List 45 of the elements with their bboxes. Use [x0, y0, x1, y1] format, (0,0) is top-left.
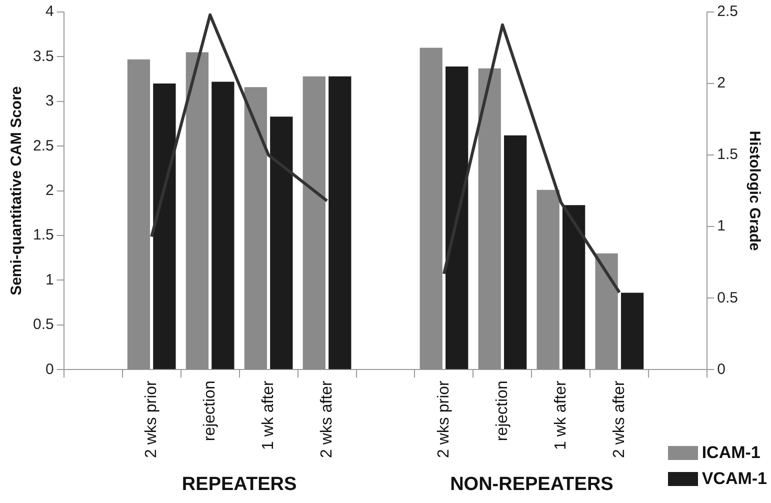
x-tick-label: 2 wks prior: [142, 380, 160, 458]
x-tick-label: 1 wk after: [260, 380, 277, 450]
bar: [478, 68, 501, 370]
y2-tick-label: 2: [717, 74, 726, 92]
x-tick-label: 2 wks after: [610, 380, 628, 458]
bar: [504, 135, 527, 370]
bar: [244, 87, 267, 370]
bar: [595, 253, 618, 370]
y-tick-label: 0.5: [32, 316, 54, 334]
y-axis-title: Semi-quantitative CAM Score: [8, 86, 26, 296]
text: REPEATERS: [182, 474, 297, 496]
bar: [186, 52, 209, 370]
bar: [328, 76, 352, 370]
x-tick-label: 1 wk after: [552, 380, 570, 450]
x-tick-label: 2 wks after: [318, 380, 336, 458]
y2-tick-label: 1: [717, 218, 726, 235]
x-tick-label: rejection: [201, 380, 218, 442]
y2-tick-label: 2.5: [717, 3, 738, 20]
y2-tick-label: 0.5: [717, 289, 738, 306]
x-tick-label: rejection: [494, 380, 511, 442]
y-tick-label: 4: [46, 3, 54, 20]
bar: [153, 84, 176, 370]
x-tick-label: 2 wks prior: [435, 380, 452, 458]
y-tick-label: 2: [46, 182, 54, 199]
y-tick-label: 2.5: [32, 137, 54, 154]
bar: [562, 205, 586, 370]
bar: [127, 59, 150, 370]
legend-label: VCAM-1: [702, 469, 767, 489]
y-tick-label: 0: [46, 360, 54, 378]
bar: [536, 190, 560, 370]
y2-tick-label: 0: [717, 360, 726, 378]
bar: [270, 116, 293, 370]
bar: [620, 292, 644, 370]
y2-tick-label: 1.5: [717, 146, 738, 164]
bar: [212, 82, 234, 370]
bar: [446, 66, 468, 370]
y-tick-label: 3.5: [32, 48, 54, 65]
y-tick-label: 3: [46, 92, 54, 110]
y-tick-label: 1: [46, 271, 54, 288]
legend-label: ICAM-1: [702, 443, 760, 463]
y-tick-label: 1.5: [32, 226, 54, 244]
text: NON-REPEATERS: [450, 474, 614, 496]
bar: [420, 48, 442, 370]
y2-axis-title: Histologic Grade: [746, 130, 763, 251]
bar: [302, 76, 326, 370]
